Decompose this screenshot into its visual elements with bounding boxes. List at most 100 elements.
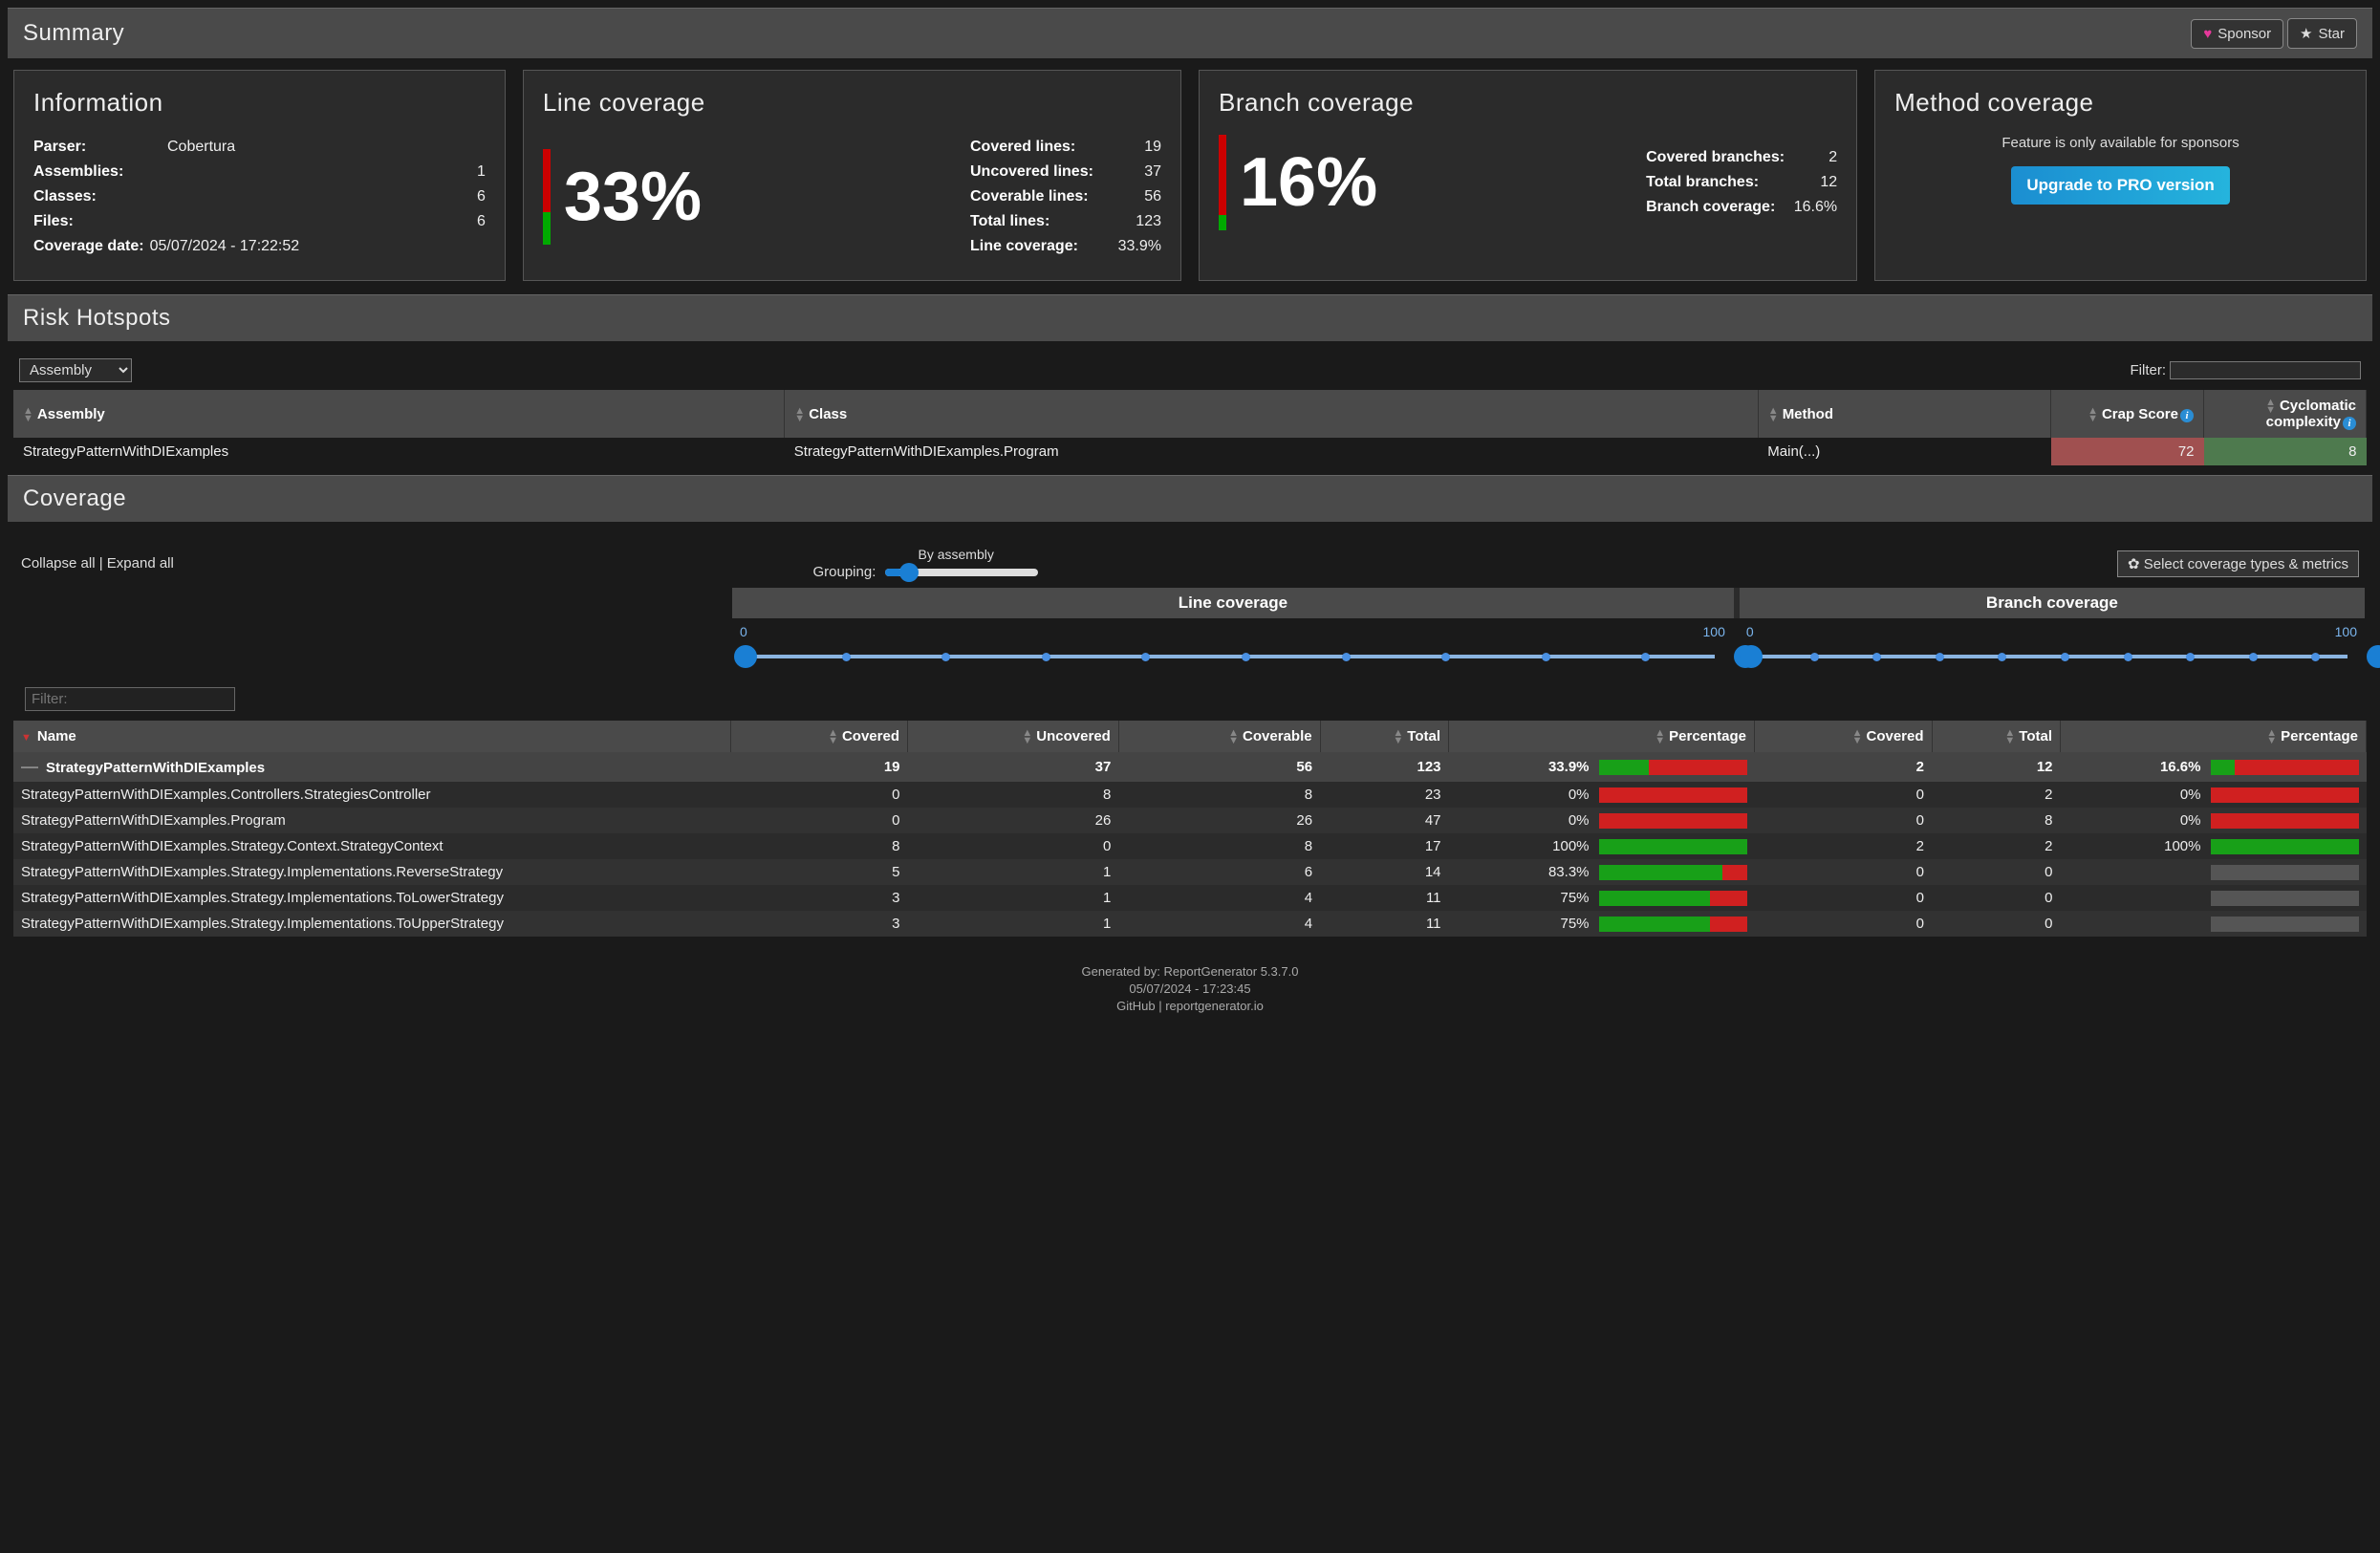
coverage-table: ▼Name ▲▼Covered ▲▼Uncovered ▲▼Coverable …	[13, 721, 2367, 937]
row-name[interactable]: StrategyPatternWithDIExamples.Strategy.I…	[13, 911, 730, 937]
grouping-slider[interactable]	[885, 569, 1038, 576]
coverage-bar: Coverage	[8, 475, 2372, 522]
cell-pct: 83.3%	[1449, 859, 1755, 885]
slider-dot[interactable]	[734, 645, 757, 668]
parser-value: Cobertura	[167, 135, 235, 160]
cell-total: 11	[1320, 911, 1448, 937]
col-btotal[interactable]: ▲▼Total	[1932, 721, 2060, 752]
footer-line1: Generated by: ReportGenerator 5.3.7.0	[8, 963, 2372, 981]
cell-coverable: 56	[1118, 752, 1320, 782]
cell-btot: 0	[1932, 885, 2060, 911]
cell-btot: 0	[1932, 859, 2060, 885]
rh-col-cyc[interactable]: ▲▼Cyclomatic complexityi	[2204, 390, 2367, 438]
lc-coverable-k: Coverable lines:	[970, 184, 1089, 209]
col-bcovered[interactable]: ▲▼Covered	[1755, 721, 1933, 752]
sort-icon: ▲▼	[828, 729, 838, 744]
slider-dot[interactable]	[1936, 653, 1944, 661]
cell-uncovered: 1	[908, 911, 1119, 937]
cell-total: 123	[1320, 752, 1448, 782]
row-name[interactable]: StrategyPatternWithDIExamples.Strategy.I…	[13, 859, 730, 885]
cell-covered: 5	[730, 859, 908, 885]
cell-total: 47	[1320, 808, 1448, 833]
slider-dot[interactable]	[842, 653, 851, 661]
info-card: Information Parser:Cobertura Assemblies:…	[13, 70, 506, 281]
upgrade-pro-button[interactable]: Upgrade to PRO version	[2011, 166, 2229, 205]
slider-dot[interactable]	[2186, 653, 2195, 661]
footer: Generated by: ReportGenerator 5.3.7.0 05…	[8, 944, 2372, 1025]
cell-bpct: 100%	[2061, 833, 2367, 859]
cell-bcov: 2	[1755, 752, 1933, 782]
slider-dot[interactable]	[2367, 645, 2380, 668]
cell-bpct: 16.6%	[2061, 752, 2367, 782]
slider-dot[interactable]	[1441, 653, 1450, 661]
col-name[interactable]: ▼Name	[13, 721, 730, 752]
slider-dot[interactable]	[1542, 653, 1550, 661]
slider-dot[interactable]	[2061, 653, 2069, 661]
line-cov-percent: 33%	[564, 158, 702, 236]
info-icon[interactable]: i	[2343, 417, 2356, 430]
coverage-row: —StrategyPatternWithDIExamples1937561233…	[13, 752, 2367, 782]
cell-coverable: 26	[1118, 808, 1320, 833]
toggle-icon[interactable]: —	[21, 757, 38, 776]
line-range-slider[interactable]	[732, 643, 1738, 672]
rh-col-method[interactable]: ▲▼Method	[1758, 390, 2050, 438]
col-bpct[interactable]: ▲▼Percentage	[2061, 721, 2367, 752]
slider-dot[interactable]	[1740, 645, 1763, 668]
branch-range-slider[interactable]	[1738, 643, 2365, 672]
slider-dot[interactable]	[1810, 653, 1819, 661]
row-name[interactable]: —StrategyPatternWithDIExamples	[13, 752, 730, 782]
rh-col-assembly[interactable]: ▲▼Assembly	[13, 390, 785, 438]
row-name[interactable]: StrategyPatternWithDIExamples.Controller…	[13, 782, 730, 808]
sponsor-button[interactable]: ♥ Sponsor	[2191, 19, 2283, 49]
info-icon[interactable]: i	[2180, 409, 2194, 422]
slider-dot[interactable]	[1872, 653, 1881, 661]
sort-icon: ▲▼	[1228, 729, 1239, 744]
slider-dot[interactable]	[2124, 653, 2132, 661]
assemblies-key: Assemblies:	[33, 160, 167, 184]
star-button[interactable]: ★ Star	[2287, 18, 2357, 49]
rh-col-crap[interactable]: ▲▼Crap Scorei	[2051, 390, 2204, 438]
sort-icon: ▲▼	[2004, 729, 2015, 744]
slider-dot[interactable]	[1641, 653, 1650, 661]
collapse-all-link[interactable]: Collapse all	[21, 555, 96, 572]
slider-knob[interactable]	[899, 563, 919, 582]
expand-all-link[interactable]: Expand all	[107, 555, 174, 572]
branch-cov-bar	[1219, 135, 1226, 230]
grouping-value: By assembly	[918, 547, 993, 562]
coverage-filter-input[interactable]	[25, 687, 235, 711]
coverage-row: StrategyPatternWithDIExamples.Controller…	[13, 782, 2367, 808]
slider-dot[interactable]	[1242, 653, 1250, 661]
col-pct[interactable]: ▲▼Percentage	[1449, 721, 1755, 752]
files-value: 6	[477, 209, 486, 234]
gear-icon: ✿	[2128, 556, 2140, 572]
cell-btot: 2	[1932, 833, 2060, 859]
slider-dot[interactable]	[2249, 653, 2258, 661]
row-name[interactable]: StrategyPatternWithDIExamples.Program	[13, 808, 730, 833]
slider-dot[interactable]	[2311, 653, 2320, 661]
slider-dot[interactable]	[1342, 653, 1351, 661]
slider-dot[interactable]	[1998, 653, 2006, 661]
range-max: 100	[1703, 624, 1725, 639]
col-uncovered[interactable]: ▲▼Uncovered	[908, 721, 1119, 752]
rh-filter-input[interactable]	[2170, 361, 2361, 379]
rh-filter-label: Filter:	[2131, 362, 2167, 378]
line-cov-bar-green	[543, 212, 551, 245]
summary-title: Summary	[23, 20, 124, 47]
col-covered[interactable]: ▲▼Covered	[730, 721, 908, 752]
cell-bcov: 0	[1755, 808, 1933, 833]
col-coverable[interactable]: ▲▼Coverable	[1118, 721, 1320, 752]
row-name[interactable]: StrategyPatternWithDIExamples.Strategy.C…	[13, 833, 730, 859]
slider-dot[interactable]	[1141, 653, 1150, 661]
branch-cov-percent: 16%	[1240, 143, 1377, 222]
cell-pct: 100%	[1449, 833, 1755, 859]
slider-dot[interactable]	[941, 653, 950, 661]
select-metrics-button[interactable]: ✿ Select coverage types & metrics	[2117, 550, 2359, 577]
sponsor-label: Sponsor	[2218, 26, 2271, 42]
col-total[interactable]: ▲▼Total	[1320, 721, 1448, 752]
line-cov-heading: Line coverage	[543, 88, 1161, 118]
rh-col-class[interactable]: ▲▼Class	[785, 390, 1759, 438]
cell-uncovered: 0	[908, 833, 1119, 859]
row-name[interactable]: StrategyPatternWithDIExamples.Strategy.I…	[13, 885, 730, 911]
assembly-select[interactable]: Assembly	[19, 358, 132, 382]
slider-dot[interactable]	[1042, 653, 1050, 661]
